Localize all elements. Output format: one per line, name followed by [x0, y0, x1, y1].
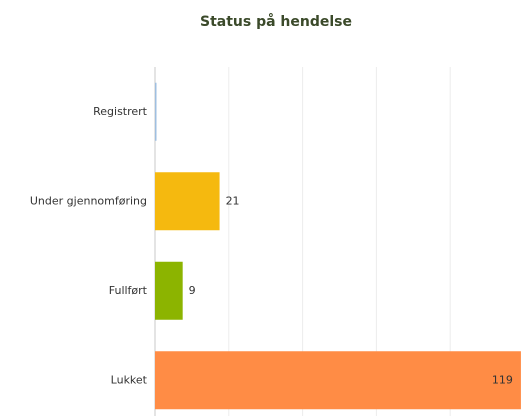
bar [155, 82, 157, 141]
bar [155, 172, 220, 231]
y-tick-label: Under gjennomføring [30, 194, 147, 207]
bar [155, 351, 521, 410]
chart-title: Status på hendelse [200, 13, 352, 30]
y-tick-label: Fullført [109, 284, 148, 297]
bar [155, 261, 183, 320]
y-tick-label: Registrert [93, 105, 148, 118]
data-label: 9 [189, 284, 196, 297]
data-label: 21 [226, 194, 240, 207]
y-tick-label: Lukket [111, 373, 148, 386]
data-label: 119 [492, 373, 513, 386]
